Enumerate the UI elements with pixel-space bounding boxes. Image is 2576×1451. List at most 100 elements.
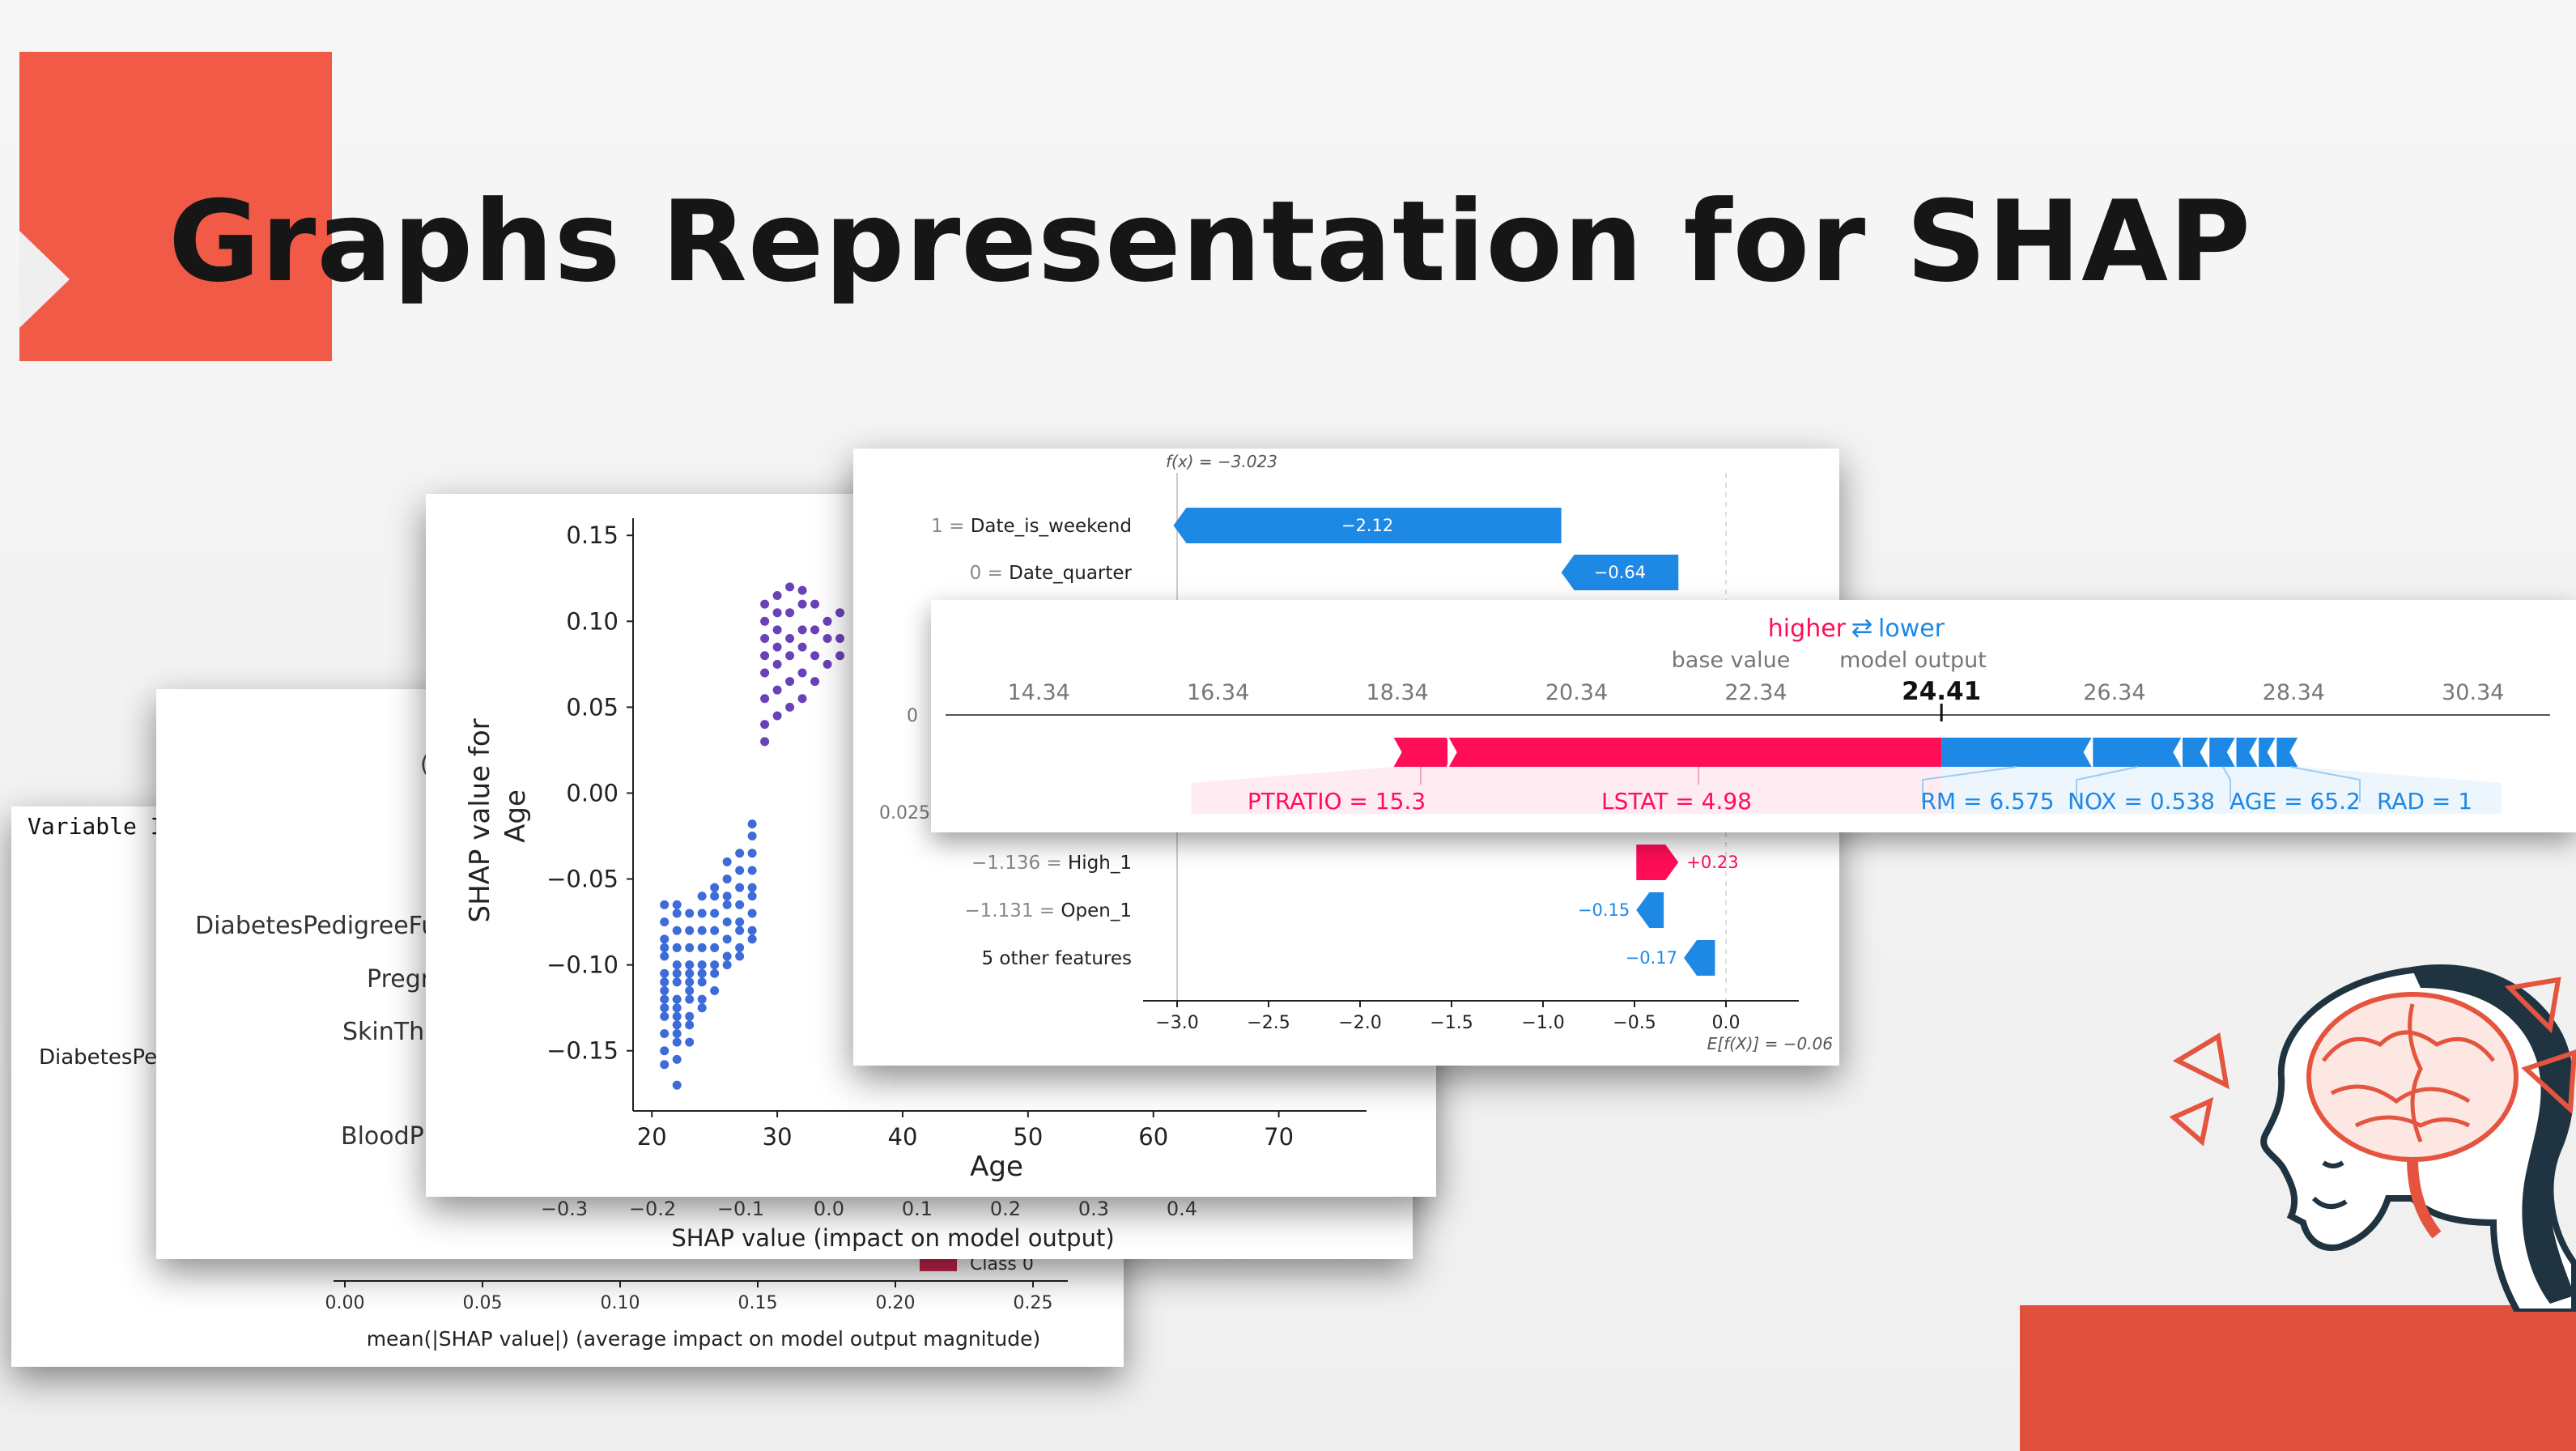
x-tick-label: 20 (637, 1123, 667, 1151)
segment-divider (2083, 737, 2094, 768)
triangle-icon (2172, 1032, 2230, 1090)
scatter-point (823, 634, 832, 644)
y-axis-ticks: 0.15 0.10 0.05 0.00 −0.05 −0.10 −0.15 (546, 521, 633, 1065)
scatter-point (660, 943, 670, 952)
brain-head-illustration (2170, 964, 2576, 1312)
x-tick-label: 0.25 (1014, 1293, 1053, 1313)
swap-arrows-icon: ⇄ (1851, 612, 1873, 643)
force-negative-segment (2093, 738, 2183, 767)
scatter-point (685, 968, 695, 978)
scatter-point (772, 590, 782, 600)
scatter-point (672, 925, 682, 935)
scatter-point (672, 1029, 682, 1039)
base-value-label: base value (1672, 648, 1791, 673)
scatter-point (835, 608, 845, 618)
feature-value: −1.136 = (971, 853, 1068, 874)
scatter-point (772, 685, 782, 695)
scatter-point (747, 819, 757, 829)
scatter-point (785, 634, 795, 644)
scatter-point (760, 616, 770, 626)
force-positive-feature-label: LSTAT = 4.98 (1601, 788, 1752, 815)
y-tick-label: −0.05 (546, 866, 618, 893)
scatter-point (685, 977, 695, 987)
scatter-point (760, 737, 770, 747)
scatter-point (660, 1060, 670, 1070)
brain-stem-icon (2407, 1157, 2442, 1239)
scatter-point (747, 866, 757, 875)
scatter-point (760, 634, 770, 644)
scatter-point (660, 1003, 670, 1013)
dependence-scatter-plot: 0.15 0.10 0.05 0.00 −0.05 −0.10 −0.15 20 30 40 50… (464, 518, 1367, 1183)
segment-divider (2289, 737, 2301, 768)
scatter-point (710, 943, 720, 952)
scatter-point (697, 908, 707, 918)
row-label-skinthickness: SkinTh (342, 1018, 424, 1046)
scatter-point (785, 677, 795, 687)
waterfall-bar-label: −0.15 (1578, 900, 1630, 920)
force-negative-feature-label: RM = 6.575 (1920, 788, 2054, 815)
scatter-point (810, 599, 820, 609)
brain-folds-icon (2322, 1003, 2495, 1143)
scatter-point (660, 968, 670, 978)
scatter-point (810, 677, 820, 687)
force-positive-feature-label: PTRATIO = 15.3 (1248, 788, 1426, 815)
scatter-point (697, 943, 707, 952)
feature-value: 0 = (970, 563, 1010, 584)
force-negative-segment (2276, 738, 2299, 767)
scatter-point (747, 891, 757, 901)
y-tick-label: −0.15 (546, 1037, 618, 1065)
scatter-point (660, 977, 670, 987)
segment-divider (2173, 737, 2184, 768)
x-tick-label: −2.0 (1338, 1013, 1381, 1033)
variable-header: Variable I (28, 813, 164, 840)
scatter-point (735, 866, 745, 875)
x-tick-label: 50 (1013, 1123, 1043, 1151)
y-axis-label-line2: Age (499, 789, 532, 843)
force-negative-feature-label: NOX = 0.538 (2068, 788, 2215, 815)
scatter-point (722, 900, 732, 909)
row-label-diabetes: DiabetesPedigreeFu (195, 912, 436, 940)
model-output-label: model output (1839, 648, 1987, 673)
segment-divider (2226, 737, 2238, 768)
x-axis-ticks: 0.00 0.05 0.10 0.15 0.20 0.25 (325, 1281, 1053, 1313)
scatter-point (672, 1080, 682, 1090)
left-tick-zero: 0 (907, 706, 918, 726)
scatter-point (772, 642, 782, 652)
feature-importance-plot: Variable I DiabetesPe Class 0 0.00 0.05 0.… (28, 813, 1068, 1351)
scatter-point (672, 1011, 682, 1021)
force-bars (1393, 737, 2301, 768)
waterfall-feature-label: −1.131 = Open_1 (964, 900, 1132, 921)
y-tick-label: 0.00 (566, 779, 618, 806)
accent-notch (19, 231, 70, 328)
scatter-point (672, 977, 682, 987)
force-negative-feature-label: RAD = 1 (2377, 788, 2472, 815)
scatter-point (797, 694, 807, 704)
scatter-point (672, 1020, 682, 1030)
x-tick-label: 0.3 (1078, 1198, 1109, 1220)
scatter-point (722, 951, 732, 961)
waterfall-plot: f(x) = −3.023 −2.12 1 = Date_is_weekend −0… (879, 452, 1833, 1053)
x-tick-label: −0.5 (1613, 1013, 1656, 1033)
force-tick-label: 16.34 (1187, 680, 1249, 705)
waterfall-bar (1636, 892, 1664, 928)
scatter-point (835, 651, 845, 661)
scatter-point (697, 960, 707, 970)
scatter-point (672, 1037, 682, 1047)
scatter-points (660, 582, 845, 1090)
force-plot-card: higher ⇄ lower base value model output 1… (931, 600, 2576, 832)
x-tick-label: −1.5 (1430, 1013, 1473, 1033)
scatter-point (735, 917, 745, 927)
y-tick-label: 0.10 (566, 607, 618, 635)
x-axis-label: mean(|SHAP value|) (average impact on mo… (367, 1327, 1041, 1351)
scatter-point (722, 857, 732, 866)
row-label-pregnancies: Pregr (367, 965, 431, 994)
scatter-point (710, 985, 720, 995)
fx-label: f(x) = −3.023 (1166, 452, 1277, 471)
scatter-point (672, 908, 682, 918)
scatter-point (760, 694, 770, 704)
legend-swatch (920, 1255, 957, 1271)
x-axis-label: SHAP value (impact on model output) (671, 1224, 1114, 1252)
x-axis-ticks: 20 30 40 50 60 70 (637, 1111, 1294, 1151)
scatter-point (660, 934, 670, 944)
scatter-point (697, 968, 707, 978)
